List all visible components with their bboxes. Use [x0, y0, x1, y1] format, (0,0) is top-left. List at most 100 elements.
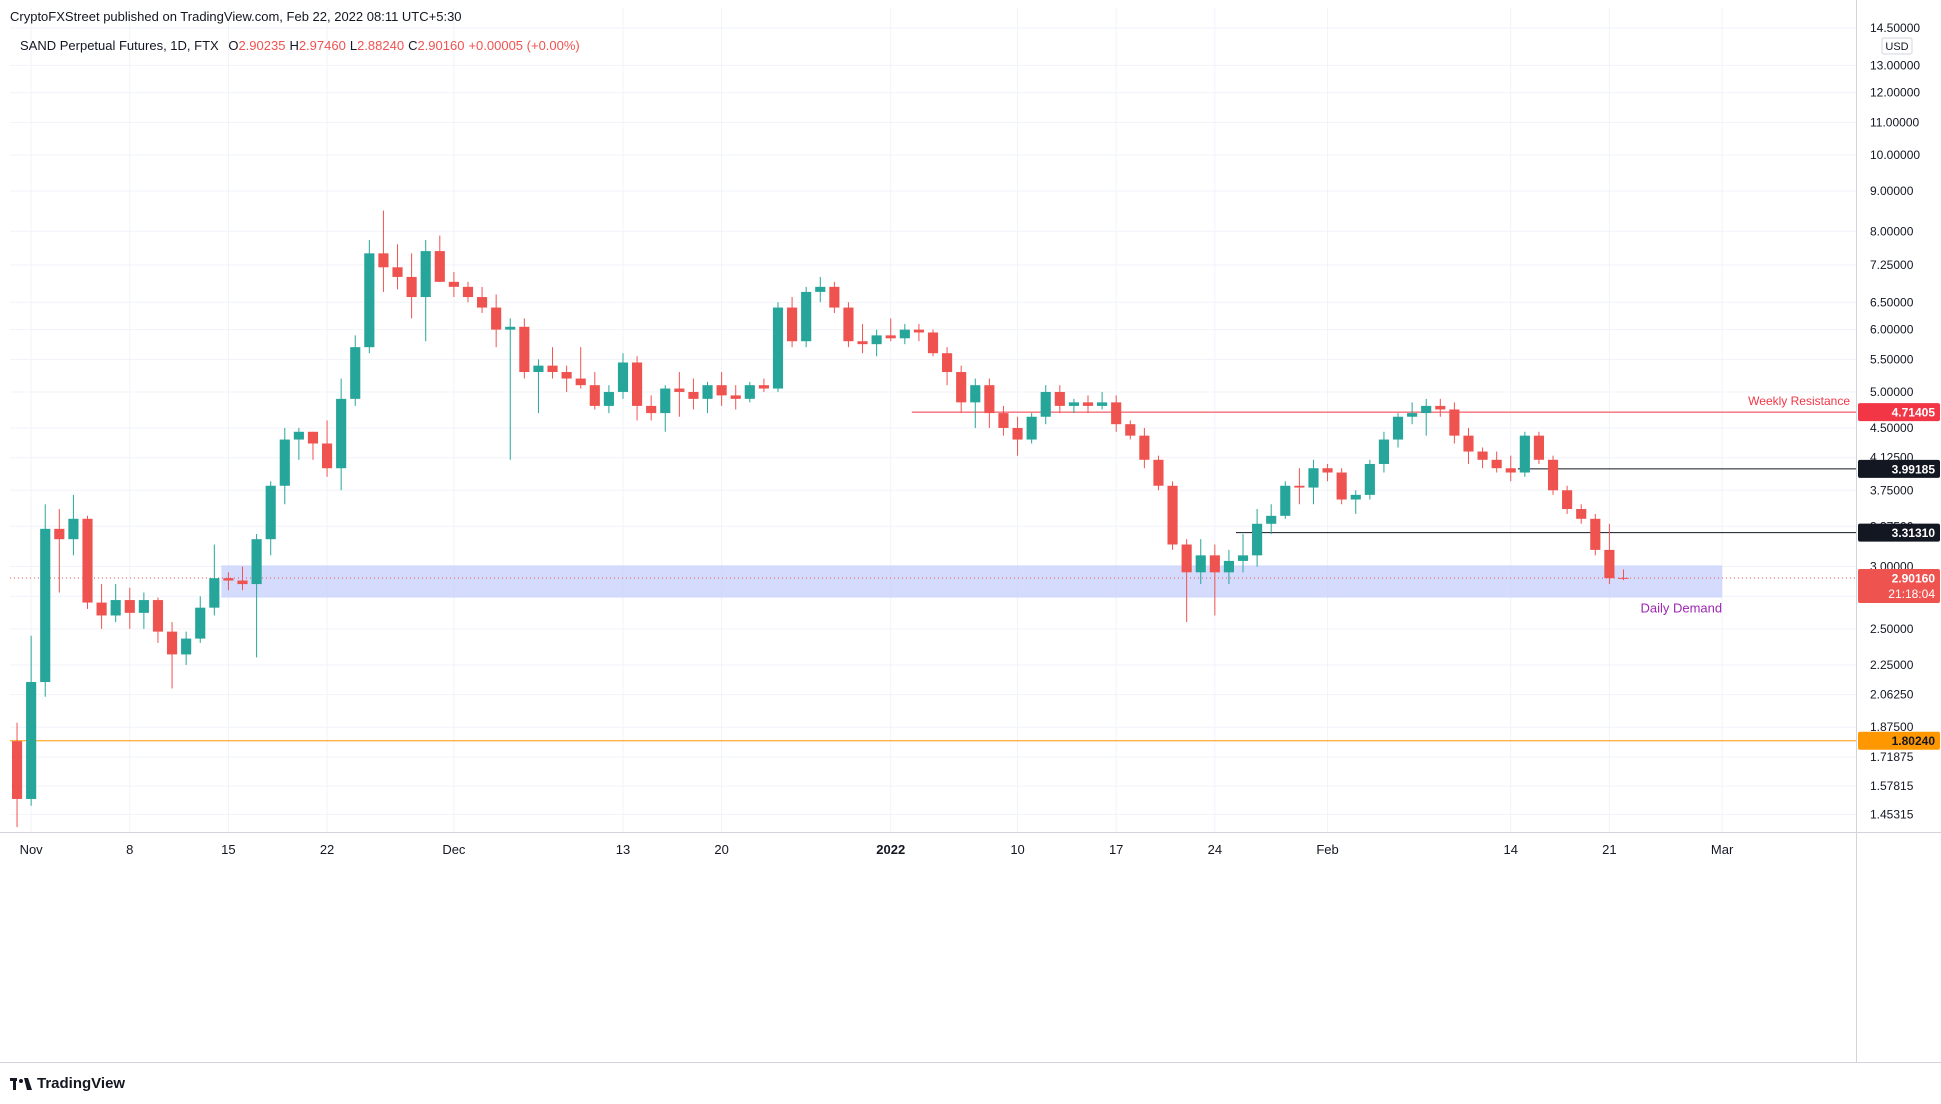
candle-body: [1463, 435, 1474, 452]
y-tick-label: 12.00000: [1870, 86, 1920, 100]
candle-body: [364, 253, 375, 348]
candle-body: [420, 251, 431, 298]
candle: [956, 365, 967, 414]
x-tick-label: 15: [221, 842, 235, 857]
candle-body: [307, 431, 319, 444]
candle: [547, 347, 558, 379]
y-tick-label: 6.50000: [1870, 295, 1914, 309]
ohlc-value: 2.88240: [357, 38, 405, 53]
candle-body: [1505, 468, 1516, 473]
candle-body: [1139, 435, 1150, 460]
candle-body: [702, 385, 713, 399]
y-tick-label: 1.87500: [1870, 720, 1914, 734]
candle-body: [406, 276, 417, 298]
demand-zone-label: Daily Demand: [1640, 601, 1722, 616]
candle-body: [857, 341, 868, 345]
candles: [11, 210, 1629, 828]
y-tick-label: 10.00000: [1870, 148, 1920, 162]
candle: [1280, 481, 1291, 519]
candle: [1392, 413, 1404, 448]
symbol-name[interactable]: SAND Perpetual Futures, 1D, FTX: [20, 38, 219, 53]
candle: [1068, 398, 1079, 414]
y-axis: 14.50000 13.00000 12.00000 11.00000 10.00000…: [1870, 21, 1920, 821]
currency-badge-box: [1881, 37, 1913, 55]
candle: [152, 597, 164, 643]
candle: [1491, 451, 1502, 473]
candle: [787, 297, 798, 348]
y-tick-label: 8.00000: [1870, 224, 1914, 238]
candle-body: [476, 297, 488, 308]
candle: [589, 372, 600, 410]
candle: [448, 272, 459, 298]
candle: [1125, 420, 1136, 440]
ohlc-item: C2.90160: [408, 38, 464, 53]
candle: [321, 420, 333, 477]
candle-body: [1378, 439, 1390, 464]
x-tick-label: 10: [1010, 842, 1024, 857]
candle-body: [1308, 468, 1319, 488]
candle-body: [744, 385, 755, 399]
candle-body: [124, 600, 135, 613]
candle: [617, 353, 629, 399]
candle-body: [1618, 577, 1629, 579]
level-price-badge-text: 3.99185: [1892, 462, 1936, 476]
candle: [1364, 459, 1375, 500]
candle-body: [68, 518, 79, 540]
candle: [1562, 485, 1573, 514]
candle-body: [575, 378, 586, 386]
candle: [26, 635, 37, 806]
candle-body: [11, 741, 23, 799]
candle-body: [505, 326, 516, 330]
x-tick-label: 24: [1208, 842, 1222, 857]
x-tick-label: Mar: [1711, 842, 1734, 857]
x-tick-label: 21: [1602, 842, 1616, 857]
y-tick-label: 5.50000: [1870, 352, 1914, 366]
candle: [392, 244, 403, 290]
tradingview-logo[interactable]: TradingView: [10, 1075, 125, 1092]
last-price-badge: 2.90160 21:18:04: [1858, 568, 1940, 603]
y-tick-label: 1.71875: [1870, 750, 1914, 764]
x-tick-label: 22: [320, 842, 334, 857]
candle: [815, 276, 826, 303]
candle-body: [152, 600, 164, 632]
candle: [1519, 431, 1530, 477]
candle: [110, 584, 121, 623]
candle: [575, 347, 586, 389]
candle: [1139, 427, 1150, 469]
ohlc-item: O2.90235: [228, 38, 285, 53]
candle-body: [1266, 515, 1277, 524]
candle-body: [1068, 402, 1079, 406]
ohlc-item: L2.88240: [350, 38, 404, 53]
candle: [1294, 468, 1305, 505]
candle-body: [462, 286, 474, 298]
x-tick-label: 8: [126, 842, 133, 857]
y-tick-label: 1.45315: [1870, 807, 1914, 821]
candle-body: [1350, 494, 1361, 500]
candle-body: [913, 329, 924, 333]
candle: [744, 381, 755, 403]
candle: [434, 235, 445, 282]
level-price-badge-text: 4.71405: [1892, 406, 1936, 420]
level-price-badge-box: [1858, 523, 1940, 542]
candle: [138, 592, 149, 629]
x-tick-label: Dec: [442, 842, 466, 857]
candle: [406, 253, 417, 319]
candle: [68, 494, 79, 556]
candle-body: [1322, 468, 1333, 473]
candle-body: [1576, 509, 1587, 519]
tradingview-logo-icon: [10, 1078, 32, 1091]
candle: [1026, 413, 1037, 444]
level-price-badge-box: [1858, 459, 1940, 478]
candle-body: [1547, 459, 1559, 491]
candle-body: [533, 365, 544, 373]
candle-body: [350, 347, 361, 399]
candle-body: [1026, 416, 1037, 440]
candle: [603, 385, 614, 414]
demand-zone: [221, 565, 1723, 598]
candle-body: [899, 329, 910, 339]
last-price-badge-box: [1858, 568, 1940, 603]
candle-body: [1153, 459, 1164, 486]
x-tick-label: 13: [616, 842, 630, 857]
candle: [1040, 385, 1051, 425]
